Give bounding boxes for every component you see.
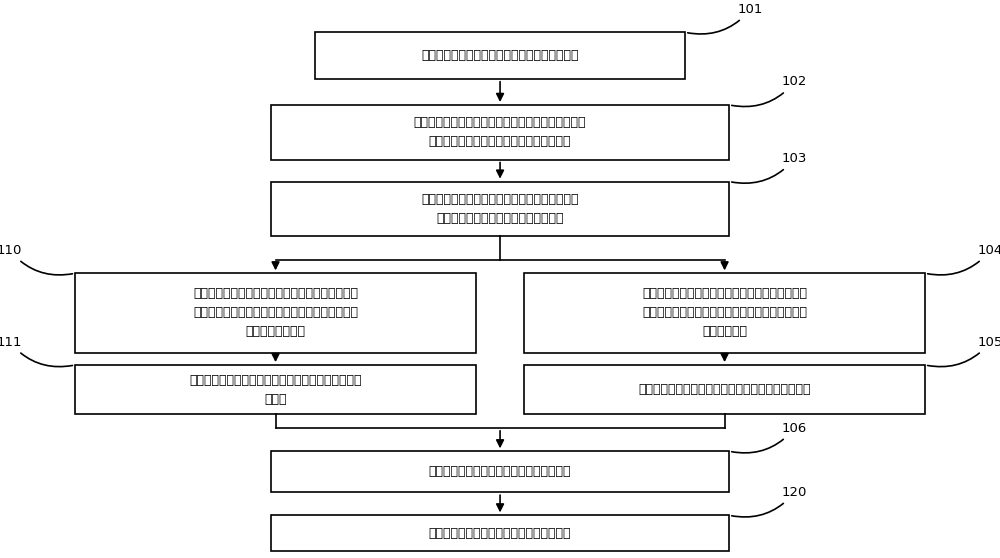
Text: 测试信号发生单元接收的停止指令信号，停止产生脉
冲信号: 测试信号发生单元接收的停止指令信号，停止产生脉 冲信号 [189, 374, 362, 406]
Text: 105: 105 [928, 335, 1000, 367]
Text: 104: 104 [928, 244, 1000, 275]
Text: 110: 110 [0, 244, 73, 275]
Text: 控制模块中的脉冲终止子模块根据接收的电磁波信
号，产生停止指令信号，并将停止指令信号输送至
测试信号发生单元: 控制模块中的脉冲终止子模块根据接收的电磁波信 号，产生停止指令信号，并将停止指令… [193, 287, 358, 339]
Text: 103: 103 [732, 152, 807, 183]
Text: 驱动单元接收启动指令信号，带动测试平台进行运动: 驱动单元接收启动指令信号，带动测试平台进行运动 [638, 383, 811, 396]
Text: 120: 120 [732, 486, 807, 517]
FancyBboxPatch shape [524, 273, 925, 353]
FancyBboxPatch shape [271, 451, 729, 492]
Text: 测量待测电缆绝缘材料表面电荷的表面电位: 测量待测电缆绝缘材料表面电荷的表面电位 [429, 465, 571, 478]
Text: 显示待测电缆绝缘材料表面电荷的表面电位: 显示待测电缆绝缘材料表面电荷的表面电位 [429, 527, 571, 540]
Text: 102: 102 [732, 75, 807, 107]
FancyBboxPatch shape [271, 105, 729, 160]
FancyBboxPatch shape [271, 181, 729, 236]
Text: 106: 106 [732, 422, 807, 453]
FancyBboxPatch shape [315, 32, 685, 79]
FancyBboxPatch shape [75, 365, 476, 414]
FancyBboxPatch shape [524, 365, 925, 414]
Text: 采集待测电缆试样放电瞬间产生的电磁波信号，
并将采集的电磁波信号输送至控制模块: 采集待测电缆试样放电瞬间产生的电磁波信号， 并将采集的电磁波信号输送至控制模块 [421, 193, 579, 225]
FancyBboxPatch shape [271, 515, 729, 551]
Text: 将脉冲信号施加给放置在测试平台上的待测电缆试样
，使待测电缆试样产生放电及表面电荷积累: 将脉冲信号施加给放置在测试平台上的待测电缆试样 ，使待测电缆试样产生放电及表面电… [414, 116, 586, 148]
Text: 利用测试信号发生单元产生预设波形的脉冲信号: 利用测试信号发生单元产生预设波形的脉冲信号 [421, 49, 579, 62]
Text: 101: 101 [688, 3, 763, 34]
FancyBboxPatch shape [75, 273, 476, 353]
Text: 111: 111 [0, 335, 73, 367]
Text: 控制模块中的驱动单元使能子模块根据接收的电磁
波信号，产生启动指令信号，并将启动指令信号输
送至驱动单元: 控制模块中的驱动单元使能子模块根据接收的电磁 波信号，产生启动指令信号，并将启动… [642, 287, 807, 339]
